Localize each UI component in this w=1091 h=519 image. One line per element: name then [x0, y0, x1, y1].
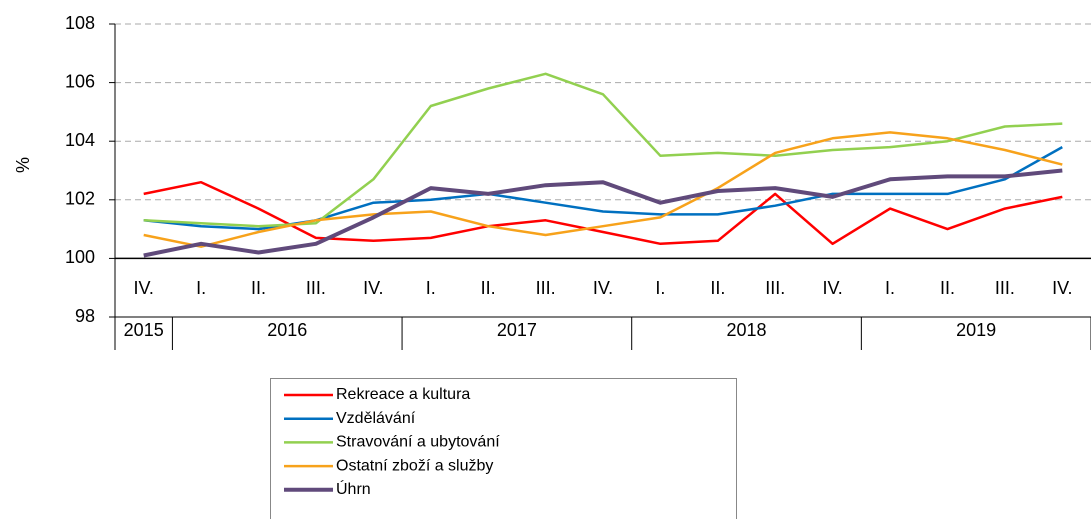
series-line: [143, 72, 1063, 228]
x-tick-label: III.: [995, 278, 1015, 298]
y-tick-label: 104: [65, 130, 95, 150]
x-tick-label: I.: [426, 278, 436, 298]
x-tick-label: III.: [765, 278, 785, 298]
x-tick-label: II.: [710, 278, 725, 298]
year-label: 2017: [497, 320, 537, 340]
x-tick-label: IV.: [593, 278, 613, 298]
year-label: 2019: [956, 320, 996, 340]
legend-label: Stravování a ubytování: [336, 434, 500, 451]
y-tick-label: 98: [75, 306, 95, 326]
legend-label: Vzdělávání: [336, 410, 416, 427]
legend-label: Rekreace a kultura: [336, 386, 470, 403]
x-tick-label: IV.: [363, 278, 383, 298]
legend-box: [270, 378, 737, 519]
series-line: [143, 146, 1063, 231]
y-tick-label: 100: [65, 247, 95, 267]
x-tick-label: I.: [885, 278, 895, 298]
x-tick-label: I.: [196, 278, 206, 298]
legend-label: Ostatní zboží a služby: [336, 457, 493, 474]
y-axis-label: %: [13, 157, 33, 173]
x-tick-label: I.: [655, 278, 665, 298]
x-tick-label: IV.: [134, 278, 154, 298]
y-tick-label: 108: [65, 13, 95, 33]
legend-label: Úhrn: [336, 479, 371, 498]
x-tick-label: IV.: [1052, 278, 1072, 298]
x-tick-label: III.: [536, 278, 556, 298]
x-tick-label: II.: [251, 278, 266, 298]
x-tick-label: II.: [481, 278, 496, 298]
y-tick-label: 106: [65, 71, 95, 91]
x-tick-label: IV.: [822, 278, 842, 298]
year-label: 2015: [124, 320, 164, 340]
series-line: [143, 180, 1063, 246]
y-tick-label: 102: [65, 189, 95, 209]
legend: Rekreace a kultura Vzdělávání Stravování a…: [270, 378, 737, 519]
series-line: [143, 131, 1063, 248]
x-tick-label: III.: [306, 278, 326, 298]
year-label: 2016: [267, 320, 307, 340]
series-line: [143, 168, 1063, 258]
x-tick-label: II.: [940, 278, 955, 298]
year-label: 2018: [727, 320, 767, 340]
